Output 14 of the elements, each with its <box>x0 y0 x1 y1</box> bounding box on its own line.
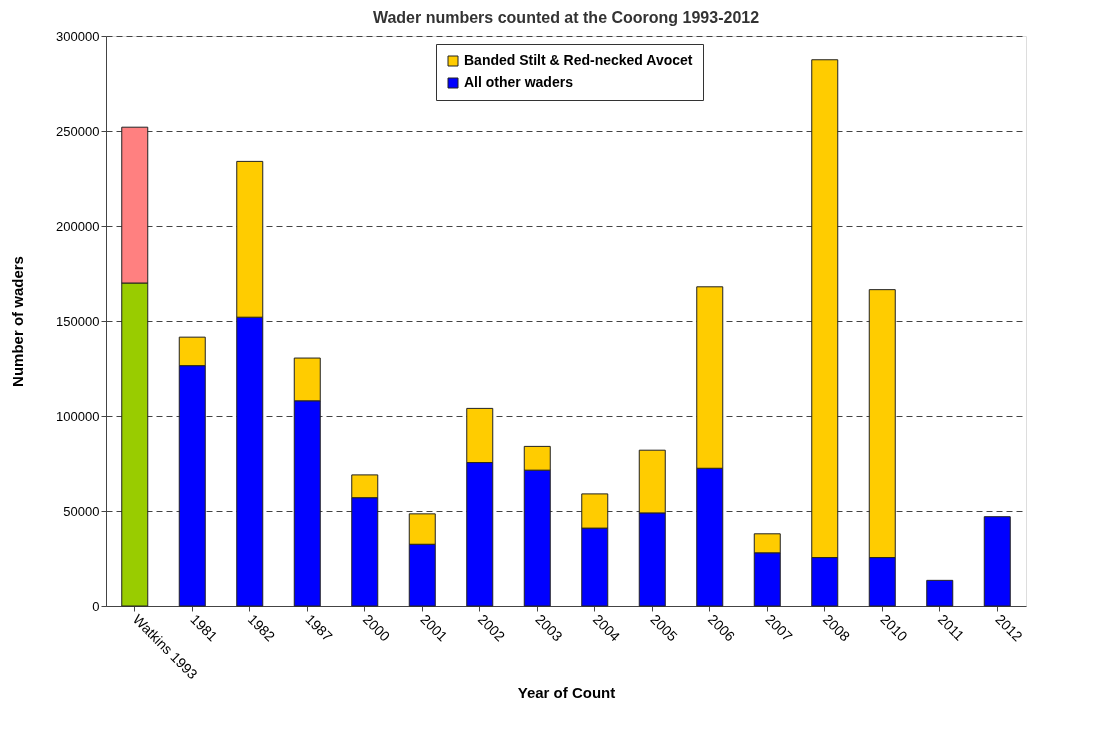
y-tick-label: 100000 <box>56 408 100 424</box>
y-tick-label: 150000 <box>56 313 100 329</box>
legend-label: All other waders <box>464 74 574 90</box>
y-tick-label: 0 <box>92 598 100 614</box>
x-axis-title: Year of Count <box>517 684 616 702</box>
y-tick-label: 300000 <box>56 28 100 44</box>
y-axis-title: Number of waders <box>9 256 27 387</box>
bar <box>926 579 954 607</box>
legend-label: Banded Stilt & Red-necked Avocet <box>464 52 693 68</box>
chart-title: Wader numbers counted at the Coorong 1993-2012 <box>372 9 760 26</box>
bar <box>983 516 1011 607</box>
y-tick-label: 250000 <box>56 123 100 139</box>
y-tick-label: 50000 <box>63 503 100 519</box>
y-tick-label: 200000 <box>56 218 100 234</box>
